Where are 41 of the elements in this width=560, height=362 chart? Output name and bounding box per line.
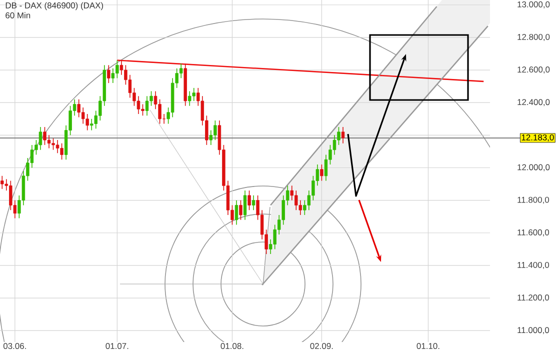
candlestick [0,175,4,190]
y-tick-label: 12.600,0 [518,66,550,74]
y-tick-label: 12.000,0 [518,164,550,172]
candlestick [107,64,110,84]
text: 60 Min [6,12,30,18]
candlestick [158,98,162,124]
candlestick [136,96,140,114]
candlestick [56,140,60,154]
candlestick [90,118,94,131]
x-tick-label: 01.08. [220,343,244,350]
candlestick [47,134,51,149]
candlestick [38,126,42,150]
candlestick [320,164,324,182]
y-tick-label: 11.400,0 [518,262,550,269]
y-tick-label: 12.400,0 [518,99,550,106]
y-tick-label: 12.800,0 [518,34,550,41]
y-tick-label: 11.800,0 [518,196,550,204]
ref-line-label: 12.183,0 [522,134,554,142]
candlestick [243,190,247,220]
y-tick-label: 13.000,0 [518,1,550,8]
candlestick [252,195,256,210]
candlestick [81,107,85,124]
y-tick-label: 11.600,0 [518,229,550,236]
candlestick [145,96,149,116]
y-tick-label: 11.200,0 [518,294,550,302]
candlestick [192,88,196,102]
candlestick [239,200,242,220]
candlestick [60,142,64,160]
x-tick-label: 01.10. [416,343,440,350]
x-tick-label: 01.07. [106,343,128,350]
candlestick [188,90,192,106]
candlestick [86,114,89,131]
chart-title: DB - DAX (846900) (DAX) [6,2,104,10]
candlestick [234,200,238,226]
x-tick-label: 03.06. [3,343,26,350]
candlestick [111,68,115,84]
candlestick [43,126,46,146]
x-tick-label: 02.09. [310,343,333,350]
candlestick [341,126,345,144]
y-tick-label: 11.000,0 [518,327,550,334]
candlestick [248,190,251,210]
